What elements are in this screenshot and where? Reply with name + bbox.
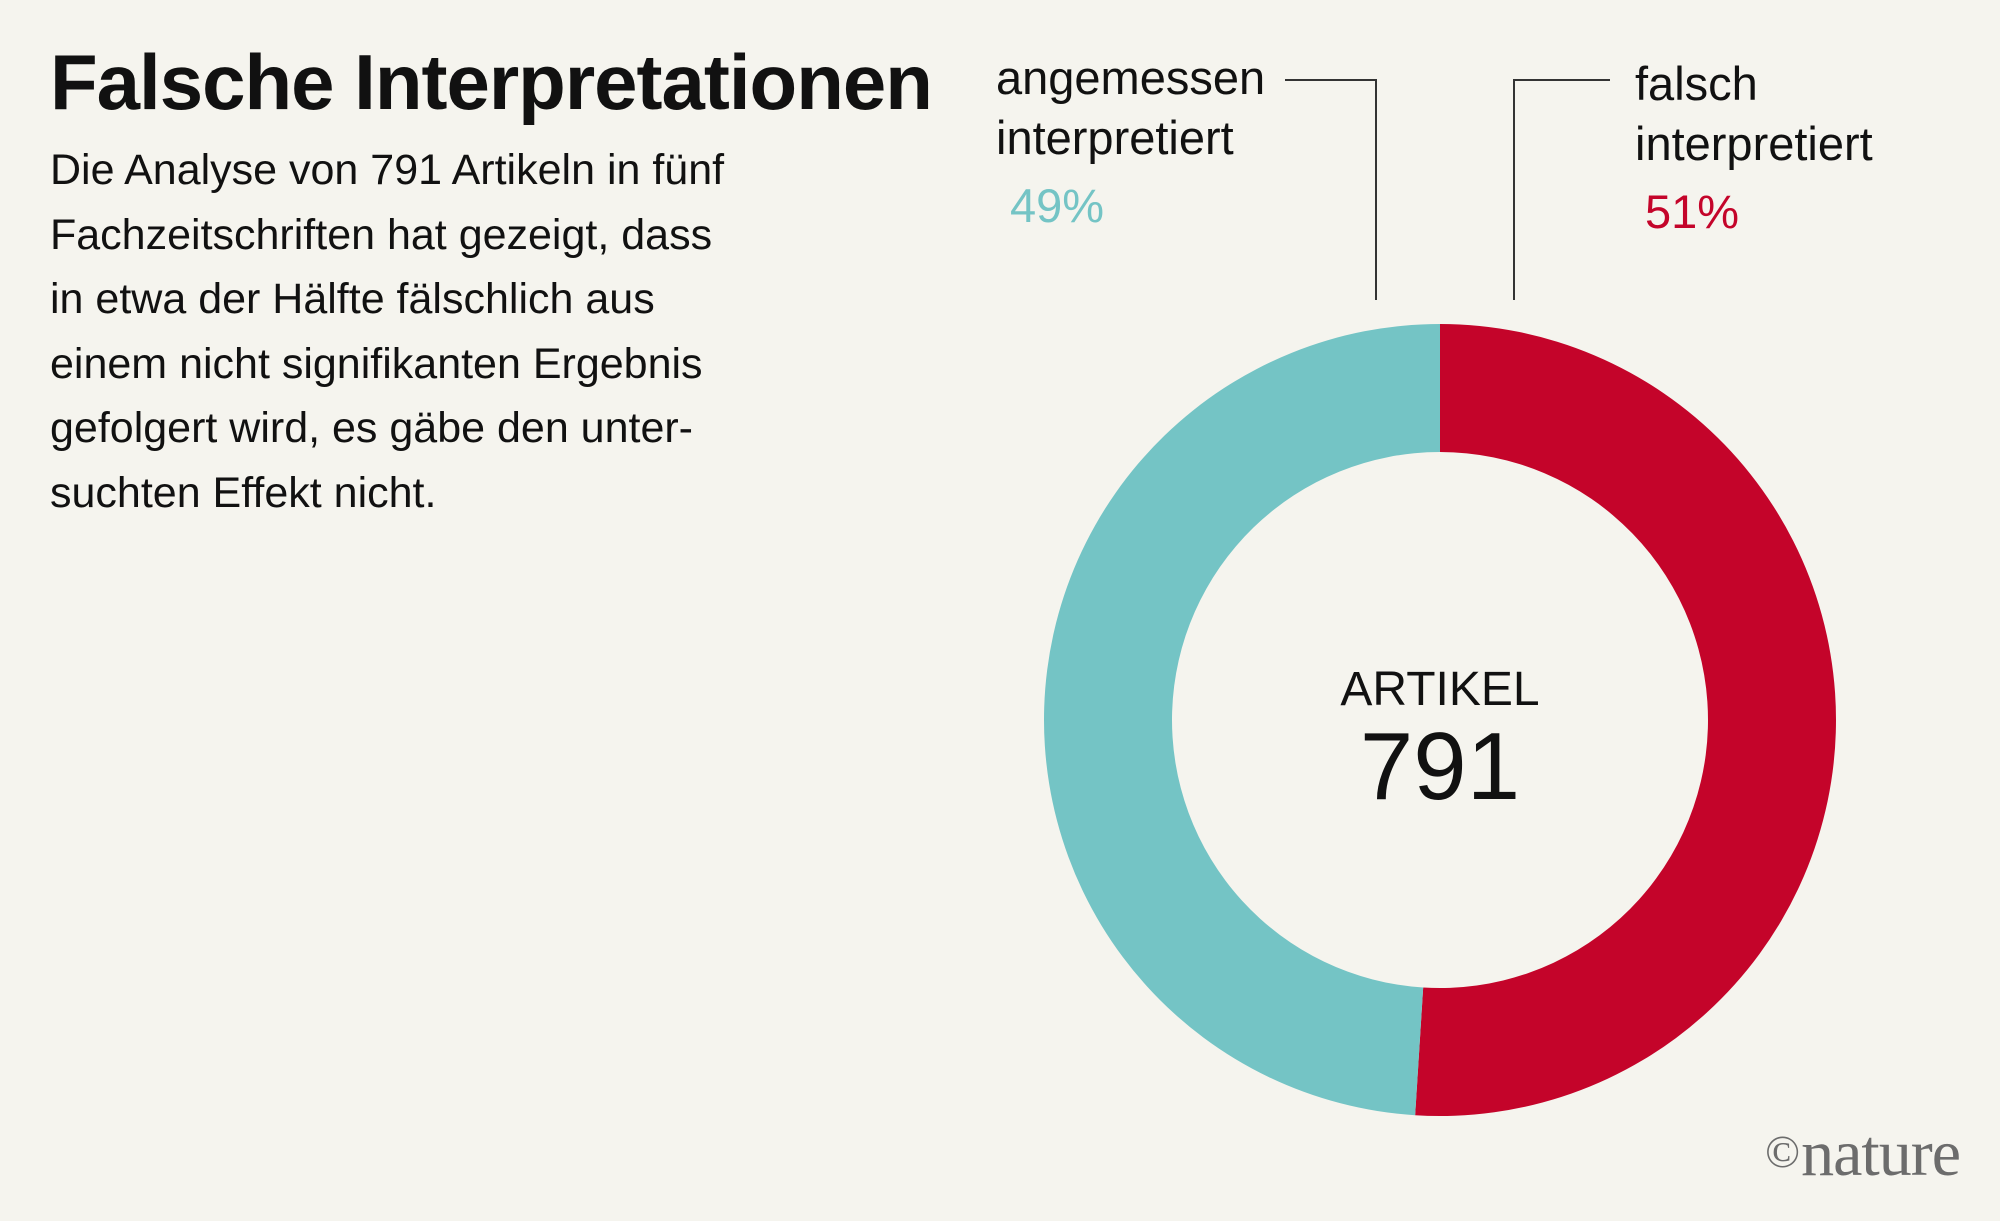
- nature-logo: ©nature: [1765, 1112, 1961, 1194]
- description-line: Die Analyse von 791 Artikeln in fünf: [50, 146, 725, 194]
- chart-description: Die Analyse von 791 Artikeln in fünf Fac…: [50, 138, 770, 525]
- donut-slice-falsch: [1415, 324, 1836, 1116]
- description-line: gefolgert wird, es gäbe den unter-: [50, 404, 694, 452]
- description-line: suchten Effekt nicht.: [50, 468, 437, 517]
- legend-name-line: interpretiert: [1635, 117, 1873, 170]
- legend-percent-angemessen: 49%: [1010, 179, 1105, 232]
- legend-name-line: angemessen: [996, 51, 1266, 104]
- donut-center-caption: ARTIKEL: [1340, 663, 1540, 716]
- legend-name-line: falsch: [1635, 57, 1758, 110]
- description-line: einem nicht signifikanten Ergebnis: [50, 339, 703, 388]
- leader-line-angemessen: [1285, 79, 1377, 300]
- legend-angemessen: angemessen interpretiert 49%: [996, 48, 1265, 236]
- legend-falsch: falsch interpretiert 51%: [1635, 54, 1873, 242]
- copyright-symbol: ©: [1765, 1126, 1800, 1177]
- brand-name: nature: [1801, 1117, 1961, 1190]
- donut-slice-angemessen: [1043, 324, 1440, 1116]
- legend-name-line: interpretiert: [996, 111, 1234, 164]
- donut-slices: [1043, 324, 1836, 1116]
- description-line: Fachzeitschriften hat gezeigt, dass: [50, 210, 713, 259]
- chart-title: Falsche Interpretationen: [50, 38, 933, 126]
- leader-line-falsch: [1513, 79, 1610, 300]
- legend-percent-falsch: 51%: [1645, 185, 1740, 238]
- description-line: in etwa der Hälfte fälschlich aus: [50, 275, 655, 323]
- donut-center-value: 791: [1359, 713, 1521, 820]
